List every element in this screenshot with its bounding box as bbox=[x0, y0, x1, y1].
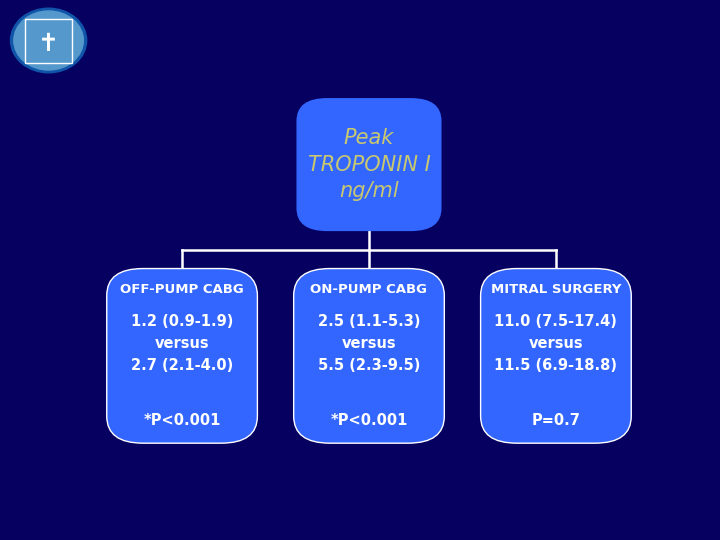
Text: ✝: ✝ bbox=[38, 32, 59, 56]
Text: Peak
TROPONIN I
ng/ml: Peak TROPONIN I ng/ml bbox=[307, 128, 431, 201]
Text: 11.0 (7.5-17.4)
versus
11.5 (6.9-18.8): 11.0 (7.5-17.4) versus 11.5 (6.9-18.8) bbox=[495, 314, 618, 373]
Text: ON-PUMP CABG: ON-PUMP CABG bbox=[310, 283, 428, 296]
Circle shape bbox=[14, 11, 84, 70]
Circle shape bbox=[11, 8, 86, 73]
Text: 2.5 (1.1-5.3)
versus
5.5 (2.3-9.5): 2.5 (1.1-5.3) versus 5.5 (2.3-9.5) bbox=[318, 314, 420, 373]
FancyBboxPatch shape bbox=[297, 98, 441, 231]
Text: MITRAL SURGERY: MITRAL SURGERY bbox=[491, 283, 621, 296]
Text: *P<0.001: *P<0.001 bbox=[143, 413, 221, 428]
FancyBboxPatch shape bbox=[294, 268, 444, 443]
Text: 1.2 (0.9-1.9)
versus
2.7 (2.1-4.0): 1.2 (0.9-1.9) versus 2.7 (2.1-4.0) bbox=[131, 314, 233, 373]
Text: *P<0.001: *P<0.001 bbox=[330, 413, 408, 428]
Text: OFF-PUMP CABG: OFF-PUMP CABG bbox=[120, 283, 244, 296]
FancyBboxPatch shape bbox=[107, 268, 258, 443]
FancyBboxPatch shape bbox=[481, 268, 631, 443]
Text: P=0.7: P=0.7 bbox=[531, 413, 580, 428]
